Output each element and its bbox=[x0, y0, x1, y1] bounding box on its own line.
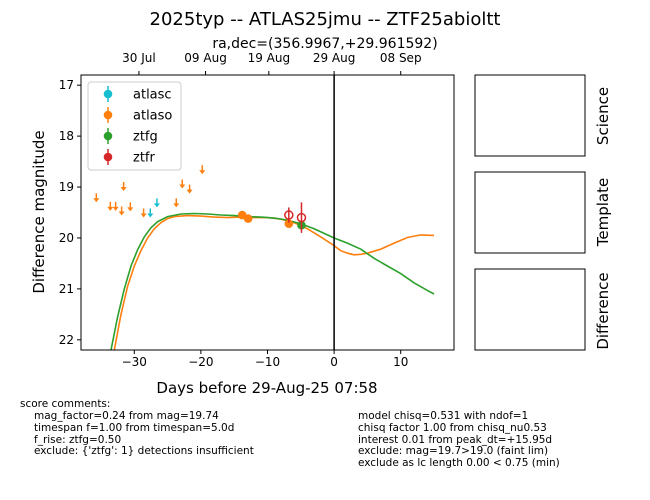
upper-limit-arrow bbox=[199, 165, 206, 175]
arrow-head bbox=[127, 207, 134, 212]
model-curve-atlaso bbox=[113, 214, 435, 350]
upper-limit-arrow bbox=[107, 201, 114, 211]
science-panel-label: Science bbox=[594, 87, 612, 145]
x-axis-label: Days before 29-Aug-25 07:58 bbox=[156, 379, 377, 397]
legend-box bbox=[87, 81, 182, 171]
data-point-ztfr bbox=[296, 212, 307, 223]
legend: atlasc atlaso ztfg ztfr bbox=[87, 81, 182, 171]
legend-marker-atlaso bbox=[103, 110, 113, 120]
figure-title: 2025typ -- ATLAS25jmu -- ZTF25abioltt bbox=[150, 9, 501, 30]
arrow-head bbox=[107, 206, 114, 211]
data-point-atlaso bbox=[284, 219, 294, 229]
difference-panel bbox=[474, 268, 586, 351]
legend-label-ztfg: ztfg bbox=[133, 130, 158, 145]
y-tick-label: 17 bbox=[59, 78, 74, 92]
x-tick-label: −20 bbox=[188, 355, 213, 369]
model-curve-ztfg bbox=[110, 212, 435, 350]
x-tick-label: −30 bbox=[122, 355, 147, 369]
y-tick-label: 19 bbox=[59, 180, 74, 194]
template-panel bbox=[474, 171, 586, 254]
arrow-head bbox=[153, 203, 160, 208]
data-point-atlaso bbox=[243, 214, 253, 223]
upper-limit-arrow bbox=[120, 182, 127, 192]
comment-line: exclude: mag=19.7>19.0 (faint lim) bbox=[358, 445, 549, 457]
y-tick-label: 22 bbox=[59, 333, 74, 347]
comment-line: chisq factor 1.00 from chisq_nu0.53 bbox=[358, 422, 547, 434]
arrow-head bbox=[179, 184, 186, 189]
arrow-head bbox=[186, 189, 193, 194]
y-tick-label: 18 bbox=[59, 129, 74, 143]
arrow-head bbox=[173, 203, 180, 208]
comment-line: exclude: {'ztfg': 1} detections insuffic… bbox=[34, 445, 254, 457]
comment-line: mag_factor=0.24 from mag=19.74 bbox=[34, 410, 219, 422]
x-tick-label: −10 bbox=[255, 355, 280, 369]
arrow-head bbox=[120, 187, 127, 192]
arrow-head bbox=[118, 211, 125, 216]
arrow-head bbox=[140, 213, 147, 218]
upper-limit-arrow bbox=[153, 198, 160, 208]
top-axis-date-label: 09 Aug bbox=[184, 51, 227, 65]
upper-limit-arrow bbox=[173, 198, 180, 208]
x-tick-label: 0 bbox=[330, 355, 338, 369]
legend-label-atlaso: atlaso bbox=[133, 109, 172, 124]
legend-label-ztfr: ztfr bbox=[133, 151, 155, 166]
top-axis-date-label: 08 Sep bbox=[380, 51, 422, 65]
figure-subtitle: ra,dec=(356.9967,+29.961592) bbox=[212, 36, 437, 52]
thumbnail-panels: Science Template Difference bbox=[474, 74, 612, 351]
upper-limit-arrow bbox=[140, 208, 147, 218]
comment-line: f_rise: ztfg=0.50 bbox=[34, 434, 122, 446]
y-tick-label: 20 bbox=[59, 231, 74, 245]
upper-limit-arrow bbox=[118, 206, 125, 216]
legend-label-atlasc: atlasc bbox=[133, 88, 172, 103]
upper-limit-arrow bbox=[147, 208, 154, 218]
top-axis-date-label: 19 Aug bbox=[248, 51, 291, 65]
legend-marker-atlasc bbox=[103, 89, 113, 99]
score-comments-heading: score comments: bbox=[20, 398, 111, 410]
comment-line: exclude as lc length 0.00 < 0.75 (min) bbox=[358, 457, 560, 469]
upper-limit-arrow bbox=[112, 201, 119, 211]
arrow-head bbox=[93, 198, 100, 203]
comment-line: interest 0.01 from peak_dt=+15.95d bbox=[358, 434, 553, 446]
arrow-head bbox=[112, 206, 119, 211]
upper-limit-arrow bbox=[93, 193, 100, 203]
legend-marker-ztfr bbox=[103, 152, 113, 162]
top-axis-date-label: 29 Aug bbox=[313, 51, 356, 65]
y-tick-label: 21 bbox=[59, 282, 74, 296]
y-axis-label: Difference magnitude bbox=[30, 130, 48, 293]
upper-limit-arrow bbox=[127, 202, 134, 212]
science-panel bbox=[474, 74, 586, 157]
template-panel-label: Template bbox=[594, 178, 612, 247]
x-tick-label: 10 bbox=[393, 355, 408, 369]
upper-limit-arrow bbox=[179, 179, 186, 189]
difference-panel-label: Difference bbox=[594, 272, 612, 349]
arrow-head bbox=[199, 170, 206, 175]
top-axis-date-label: 30 Jul bbox=[122, 51, 156, 65]
data-point-ztfr bbox=[284, 210, 294, 220]
legend-marker-ztfg bbox=[103, 131, 113, 141]
comment-line: timespan f=1.00 from timespan=5.0d bbox=[34, 422, 235, 434]
arrow-head bbox=[147, 213, 154, 218]
comment-line: model chisq=0.531 with ndof=1 bbox=[358, 410, 529, 422]
upper-limit-arrow bbox=[186, 184, 193, 194]
